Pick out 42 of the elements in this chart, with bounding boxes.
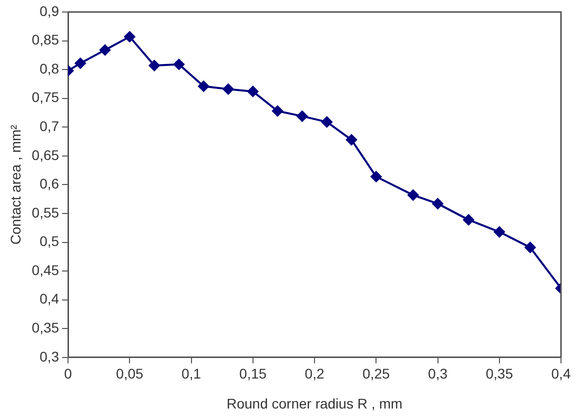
x-axis-title: Round corner radius R , mm — [226, 395, 402, 412]
y-tick-label: 0,35 — [32, 319, 60, 336]
x-tick-label: 0,15 — [239, 366, 267, 382]
y-tick-label: 0,7 — [40, 118, 60, 134]
y-tick-label: 0,8 — [40, 60, 60, 76]
point — [124, 31, 136, 42]
y-tick-label: 0,9 — [40, 2, 60, 19]
point — [524, 242, 536, 253]
y-axis-title: Contact area , mm² — [7, 124, 24, 245]
x-tick-label: 0,2 — [304, 366, 324, 382]
point — [321, 116, 332, 128]
y-tick-label: 0,6 — [40, 176, 60, 192]
point — [148, 60, 160, 72]
point — [296, 110, 308, 122]
point — [408, 190, 419, 201]
y-tick-label: 0,5 — [40, 233, 60, 250]
y-tick-label: 0,85 — [32, 32, 60, 48]
x-tick-label: 0,4 — [551, 366, 571, 382]
point — [494, 226, 505, 238]
point — [100, 44, 111, 56]
point — [247, 86, 258, 97]
x-tick-label: 0,25 — [362, 366, 390, 382]
x-tick-label: 0,1 — [182, 366, 202, 382]
point — [173, 58, 184, 70]
x-tick-label: 0,3 — [428, 366, 448, 382]
point — [198, 80, 210, 92]
point — [346, 134, 357, 146]
y-tick-label: 0,3 — [40, 348, 60, 364]
x-tick-label: 0,35 — [486, 366, 514, 382]
y-tick-label: 0,55 — [32, 204, 60, 220]
point — [272, 106, 284, 117]
point — [463, 214, 474, 226]
y-tick-label: 0,45 — [32, 262, 60, 278]
x-tick-label: 0 — [64, 366, 72, 382]
point — [432, 198, 444, 210]
point — [370, 171, 382, 182]
point — [222, 84, 234, 95]
y-tick-label: 0,75 — [32, 89, 60, 106]
y-tick-label: 0,4 — [40, 290, 60, 307]
x-tick-label: 0,05 — [116, 366, 144, 382]
point — [74, 58, 86, 69]
y-tick-label: 0,65 — [32, 146, 60, 163]
